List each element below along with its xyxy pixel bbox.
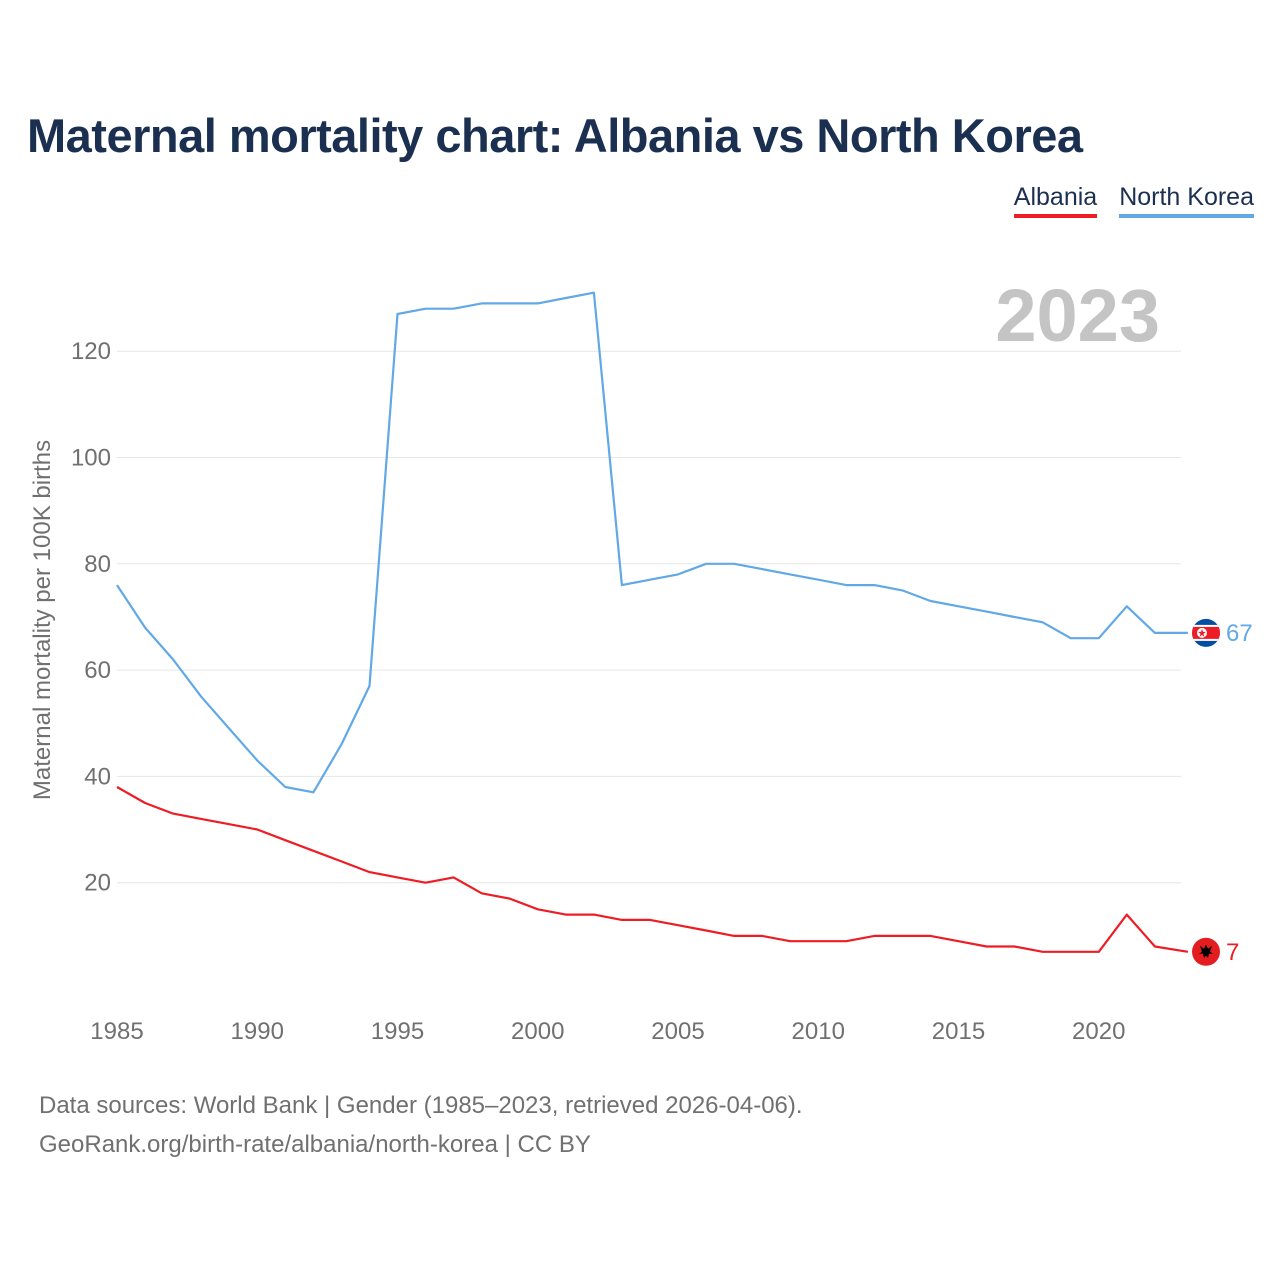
x-tick-label: 1990 — [231, 1018, 284, 1045]
y-tick-label: 100 — [71, 445, 111, 472]
north-korea-end-value: 67 — [1226, 620, 1253, 647]
x-tick-label: 2000 — [511, 1018, 564, 1045]
end-markers: 67 7 — [1192, 618, 1253, 966]
legend-item-albania[interactable]: Albania — [1013, 184, 1098, 218]
legend: Albania North Korea — [1013, 184, 1254, 218]
x-axis: 1985 1990 1995 2000 2005 2010 2015 2020 — [90, 1018, 1125, 1045]
source-url[interactable]: GeoRank.org/birth-rate/albania/north-kor… — [39, 1131, 591, 1158]
grid-lines — [117, 350, 1181, 884]
y-tick-label: 120 — [71, 338, 111, 365]
north-korea-series-line — [116, 291, 1188, 794]
albania-flag-icon — [1192, 937, 1220, 966]
footer: Data sources: World Bank | Gender (1985–… — [39, 1086, 803, 1164]
albania-end-value: 7 — [1226, 939, 1239, 966]
y-tick-label: 80 — [84, 551, 111, 578]
y-tick-label: 60 — [84, 657, 111, 684]
data-sources-note: Data sources: World Bank | Gender (1985–… — [39, 1092, 803, 1119]
x-tick-label: 1985 — [90, 1018, 143, 1045]
y-tick-label: 40 — [84, 763, 111, 790]
x-tick-label: 2015 — [932, 1018, 985, 1045]
x-tick-label: 2005 — [651, 1018, 704, 1045]
x-tick-label: 1995 — [371, 1018, 424, 1045]
year-watermark: 2023 — [995, 274, 1160, 357]
y-tick-label: 20 — [84, 870, 111, 897]
x-tick-label: 2010 — [792, 1018, 845, 1045]
line-chart: 2023 Maternal mortality per 100K births … — [29, 274, 1253, 1045]
north-korea-flag-icon — [1192, 618, 1220, 647]
x-tick-label: 2020 — [1072, 1018, 1125, 1045]
y-axis-label: Maternal mortality per 100K births — [29, 440, 56, 800]
y-axis: 20 40 60 80 100 120 — [71, 338, 111, 897]
chart-title: Maternal mortality chart: Albania vs Nor… — [27, 109, 1083, 162]
legend-item-north-korea[interactable]: North Korea — [1119, 184, 1254, 218]
series-lines — [116, 291, 1189, 953]
albania-series-line — [116, 786, 1189, 953]
